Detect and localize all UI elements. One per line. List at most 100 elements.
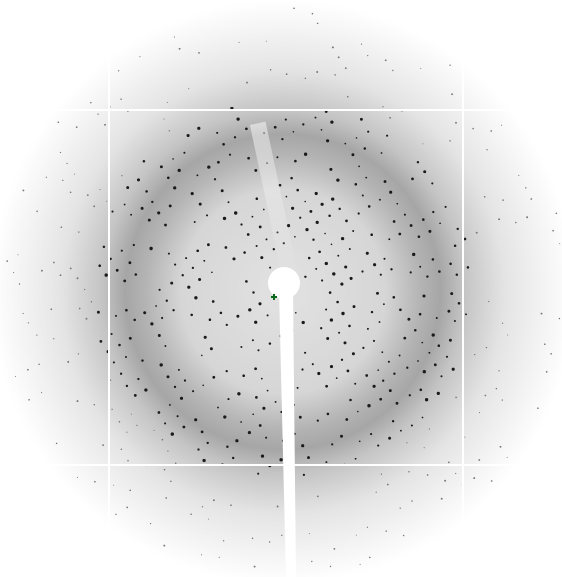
spot (245, 280, 248, 283)
spot (501, 125, 502, 126)
spot (252, 216, 254, 218)
spot (204, 336, 207, 339)
spot (164, 345, 166, 347)
spot (389, 191, 392, 194)
spot (41, 392, 42, 393)
spot (234, 136, 236, 138)
spot (62, 180, 63, 181)
spot (476, 232, 478, 234)
spot (337, 255, 339, 257)
spot (265, 437, 267, 439)
spot (240, 223, 242, 225)
spot (137, 378, 139, 380)
spot (334, 74, 336, 76)
spot (436, 317, 438, 319)
spot (113, 361, 115, 363)
spot (174, 264, 176, 266)
spot (126, 432, 127, 433)
spot (178, 169, 181, 172)
spot (222, 143, 225, 146)
spot (437, 392, 440, 395)
spot (312, 238, 314, 240)
spot (388, 361, 390, 363)
spot (188, 88, 189, 89)
spot (449, 263, 452, 266)
spot (406, 442, 407, 443)
spot (115, 315, 117, 317)
spot (100, 340, 103, 343)
spot (169, 204, 172, 207)
spot (247, 157, 250, 160)
spot (450, 292, 453, 295)
spot (331, 197, 334, 200)
spot (187, 134, 190, 137)
spot (392, 70, 393, 71)
spot (106, 201, 107, 202)
spot (209, 318, 212, 321)
spot (333, 548, 335, 550)
spot (286, 73, 288, 75)
spot (338, 332, 340, 334)
spot (297, 387, 299, 389)
spot (345, 220, 348, 223)
spot (388, 437, 391, 440)
spot (423, 170, 426, 173)
spot (179, 48, 181, 50)
spot (98, 264, 101, 267)
spot (111, 409, 112, 410)
spot (440, 375, 442, 377)
spot (388, 238, 390, 240)
spot (276, 156, 278, 158)
spot (317, 372, 320, 375)
spot (172, 158, 174, 160)
spot (530, 198, 532, 200)
spot (422, 218, 425, 221)
spot (448, 462, 450, 464)
spot (259, 424, 262, 427)
spot (261, 378, 263, 380)
spot (183, 152, 185, 154)
spot (124, 204, 126, 206)
spot (121, 175, 122, 176)
spot (454, 320, 456, 322)
spot (559, 243, 560, 244)
spot (367, 328, 369, 330)
spot (340, 435, 343, 438)
spot (149, 247, 152, 250)
spot (173, 186, 176, 189)
spot (102, 444, 104, 446)
spot (242, 374, 245, 377)
spot (336, 178, 339, 181)
spot (369, 557, 371, 559)
spot (171, 432, 174, 435)
spot (201, 554, 202, 555)
spot (178, 369, 180, 371)
spot (478, 459, 480, 461)
spot (77, 277, 79, 279)
spot (240, 346, 242, 348)
spot (449, 140, 451, 142)
spot (307, 456, 310, 459)
spot (441, 498, 443, 500)
spot (56, 443, 58, 445)
spot (76, 126, 78, 128)
spot (330, 365, 333, 368)
spot (383, 258, 385, 260)
spot (368, 205, 371, 208)
spot (252, 413, 254, 415)
spot (341, 359, 343, 361)
spot (304, 352, 306, 354)
spot (396, 203, 398, 205)
spot (301, 368, 303, 370)
spot (327, 413, 330, 416)
spot (424, 447, 425, 448)
spot (294, 236, 296, 238)
beamstop (268, 267, 300, 299)
spot (230, 504, 232, 506)
spot (53, 262, 55, 264)
spot (449, 65, 450, 66)
spot (103, 246, 105, 248)
spot (556, 213, 558, 215)
module-gap (0, 109, 562, 111)
spot (281, 535, 282, 536)
